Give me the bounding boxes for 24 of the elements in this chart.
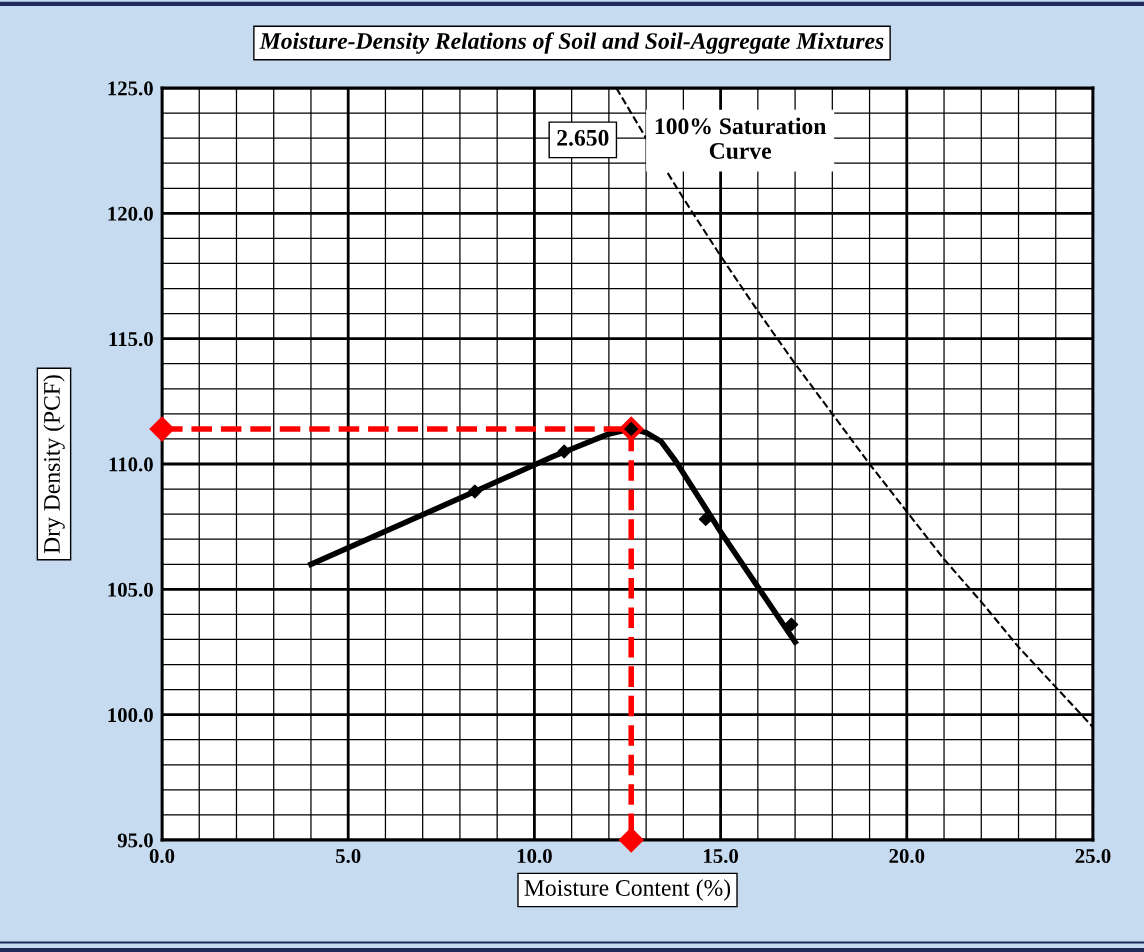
y-tick-label: 110.0 bbox=[109, 457, 153, 472]
y-tick-label: 95.0 bbox=[117, 833, 153, 848]
point bbox=[698, 512, 713, 527]
x-tick-label: 5.0 bbox=[336, 848, 361, 864]
annotation: 100% Saturation Curve bbox=[655, 117, 827, 159]
x-tick-label: 25.0 bbox=[1075, 848, 1111, 864]
y-tick-label: 100.0 bbox=[108, 708, 153, 723]
point bbox=[467, 484, 482, 499]
annotation: 2.650 bbox=[557, 129, 609, 146]
y-tick-label: 105.0 bbox=[108, 582, 153, 597]
y-axis-title: Dry Density (PCF) bbox=[43, 375, 65, 554]
x-tick-label: 0.0 bbox=[149, 848, 175, 864]
y-tick-label: 120.0 bbox=[108, 206, 153, 221]
point bbox=[557, 444, 572, 459]
point bbox=[784, 617, 799, 632]
chart-title: Moisture-Density Relations of Soil and Soil-Aggregate Mixtures bbox=[259, 32, 884, 54]
y-tick-label: 125.0 bbox=[108, 81, 153, 96]
point bbox=[618, 827, 644, 853]
point bbox=[149, 416, 175, 442]
y-tick-label: 115.0 bbox=[109, 332, 153, 347]
x-tick-label: 15.0 bbox=[704, 848, 739, 864]
x-tick-label: 10.0 bbox=[517, 848, 552, 864]
x-axis-title: Moisture Content (%) bbox=[524, 879, 731, 901]
x-tick-label: 20.0 bbox=[889, 848, 925, 864]
